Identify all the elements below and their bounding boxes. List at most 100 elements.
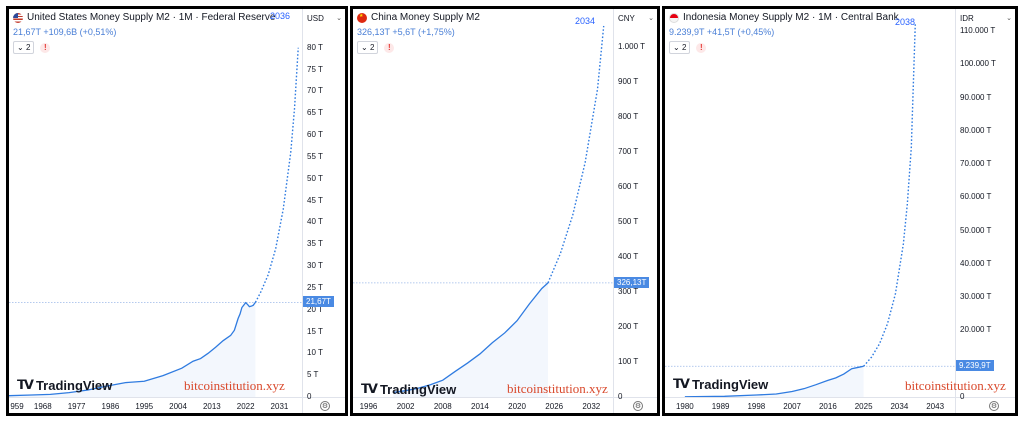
- projection-end-year: 2034: [575, 16, 596, 26]
- y-tick-label: 700 T: [618, 147, 639, 156]
- y-tick-label: 0: [618, 392, 623, 401]
- collapse-button[interactable]: ⌄ 2: [669, 41, 691, 54]
- y-tick-label: 45 T: [307, 195, 323, 205]
- chevron-down-icon: ⌄: [1006, 15, 1012, 22]
- x-tick-label: 1980: [675, 402, 694, 411]
- value-row: 21,67T +109,6B (+0,51%): [13, 27, 116, 37]
- chart-panel-us: United States Money Supply M2 · 1M · Fed…: [6, 6, 348, 416]
- watermark-text: bitcoinstitution.xyz: [184, 378, 285, 393]
- y-tick-label: 0: [307, 392, 312, 401]
- y-tick-label: 800 T: [618, 112, 639, 121]
- y-tick-label: 0: [960, 392, 965, 401]
- y-tick-label: 20 T: [307, 304, 323, 314]
- chevron-down-icon: ⌄: [336, 15, 342, 22]
- y-tick-label: 50 T: [307, 173, 323, 183]
- y-tick-label: 50.000 T: [960, 225, 992, 235]
- y-tick-label: 75 T: [307, 64, 323, 74]
- value-change: +41,5T (+0,45%): [706, 27, 775, 37]
- y-tick-label: 80 T: [307, 42, 323, 52]
- chart-title-row: Indonesia Money Supply M2 · 1M · Central…: [669, 12, 899, 23]
- projection-end-year: 2036: [270, 11, 291, 21]
- chart-title[interactable]: Indonesia Money Supply M2 · 1M · Central…: [683, 12, 899, 23]
- alert-icon[interactable]: !: [384, 42, 395, 53]
- price-axis-border: [302, 9, 303, 413]
- x-tick-label: 1968: [33, 402, 52, 411]
- settings-gear-icon[interactable]: ⚙: [633, 401, 643, 411]
- collapse-button[interactable]: ⌄ 2: [357, 41, 379, 54]
- y-tick-label: 20.000 T: [960, 325, 992, 335]
- y-tick-label: 5 T: [307, 370, 319, 380]
- x-tick-label: 2034: [890, 402, 909, 411]
- indicator-controls: ⌄ 2 !: [13, 41, 51, 54]
- chart-title-row: United States Money Supply M2 · 1M · Fed…: [13, 12, 275, 23]
- y-tick-label: 40.000 T: [960, 258, 992, 268]
- settings-gear-icon[interactable]: ⚙: [989, 401, 999, 411]
- x-tick-label: 959: [10, 402, 24, 411]
- value-change: +109,6B (+0,51%): [43, 27, 117, 37]
- y-tick-label: 100 T: [618, 357, 639, 366]
- alert-icon[interactable]: !: [40, 42, 51, 53]
- price-axis-border: [955, 9, 956, 413]
- currency-selector[interactable]: USD ⌄: [302, 12, 345, 26]
- y-tick-label: 500 T: [618, 217, 639, 226]
- chart-title[interactable]: United States Money Supply M2 · 1M · Fed…: [27, 12, 276, 23]
- plot-svg: [353, 25, 613, 397]
- plot-svg: [665, 24, 955, 398]
- china-flag-icon: ★: [357, 12, 367, 23]
- x-tick-label: 2025: [854, 402, 873, 411]
- y-tick-label: 900 T: [618, 77, 639, 86]
- y-tick-label: 30.000 T: [960, 292, 992, 302]
- currency-selector[interactable]: CNY ⌄: [613, 12, 657, 26]
- y-tick-label: 40 T: [307, 217, 323, 227]
- chart-area: United States Money Supply M2 · 1M · Fed…: [9, 9, 345, 413]
- x-tick-label: 2004: [169, 402, 187, 411]
- y-tick-label: 110.000 T: [960, 25, 996, 35]
- tradingview-mark-icon: 𝗧𝗩: [361, 381, 378, 396]
- tradingview-logo: 𝗧𝗩 TradingView: [17, 377, 113, 393]
- tradingview-mark-icon: 𝗧𝗩: [17, 377, 34, 392]
- time-axis-border: [353, 397, 657, 398]
- tradingview-logo: 𝗧𝗩 TradingView: [673, 376, 769, 392]
- current-value-label: 21,67T: [303, 296, 334, 308]
- x-tick-label: 2031: [270, 402, 289, 411]
- y-tick-label: 70 T: [307, 86, 323, 96]
- y-tick-label: 60 T: [307, 130, 323, 140]
- history-line: [9, 301, 256, 397]
- y-tick-label: 35 T: [307, 239, 323, 249]
- projection-end-year: 2038: [895, 17, 916, 27]
- x-tick-label: 2013: [202, 402, 221, 411]
- history-area-fill: [9, 302, 256, 397]
- x-tick-label: 2020: [508, 402, 526, 411]
- watermark-text: bitcoinstitution.xyz: [905, 378, 1006, 393]
- history-line: [393, 282, 549, 394]
- y-tick-label: 200 T: [618, 322, 639, 331]
- chevron-down-icon: ⌄: [648, 15, 654, 22]
- y-tick-label: 80.000 T: [960, 125, 992, 135]
- watermark-text: bitcoinstitution.xyz: [507, 381, 608, 396]
- y-tick-label: 55 T: [307, 151, 323, 161]
- settings-gear-icon[interactable]: ⚙: [320, 401, 330, 411]
- y-tick-label: 10 T: [307, 348, 323, 358]
- x-tick-label: 1989: [711, 402, 730, 411]
- y-tick-label: 1.000 T: [618, 42, 645, 51]
- history-area-fill: [684, 366, 864, 397]
- x-tick-label: 1977: [67, 402, 86, 411]
- x-tick-label: 1986: [101, 402, 120, 411]
- indonesia-flag-icon: [669, 12, 679, 23]
- collapse-button[interactable]: ⌄ 2: [13, 41, 35, 54]
- chart-title[interactable]: China Money Supply M2: [371, 12, 480, 23]
- time-axis-border: [665, 397, 1015, 398]
- currency-selector[interactable]: IDR ⌄: [955, 12, 1015, 26]
- x-tick-label: 2007: [783, 402, 802, 411]
- value-row: 326,13T +5,6T (+1,75%): [357, 27, 455, 37]
- x-tick-label: 2043: [926, 402, 945, 411]
- plot-svg: [9, 47, 302, 397]
- current-value-label: 9.239,9T: [956, 360, 994, 372]
- y-tick-label: 60.000 T: [960, 192, 992, 202]
- x-tick-label: 1998: [747, 402, 766, 411]
- alert-icon[interactable]: !: [696, 42, 707, 53]
- value-row: 9.239,9T +41,5T (+0,45%): [669, 27, 774, 37]
- indicator-controls: ⌄ 2 !: [669, 41, 707, 54]
- x-tick-label: 2002: [396, 402, 415, 411]
- projection-line: [547, 25, 605, 284]
